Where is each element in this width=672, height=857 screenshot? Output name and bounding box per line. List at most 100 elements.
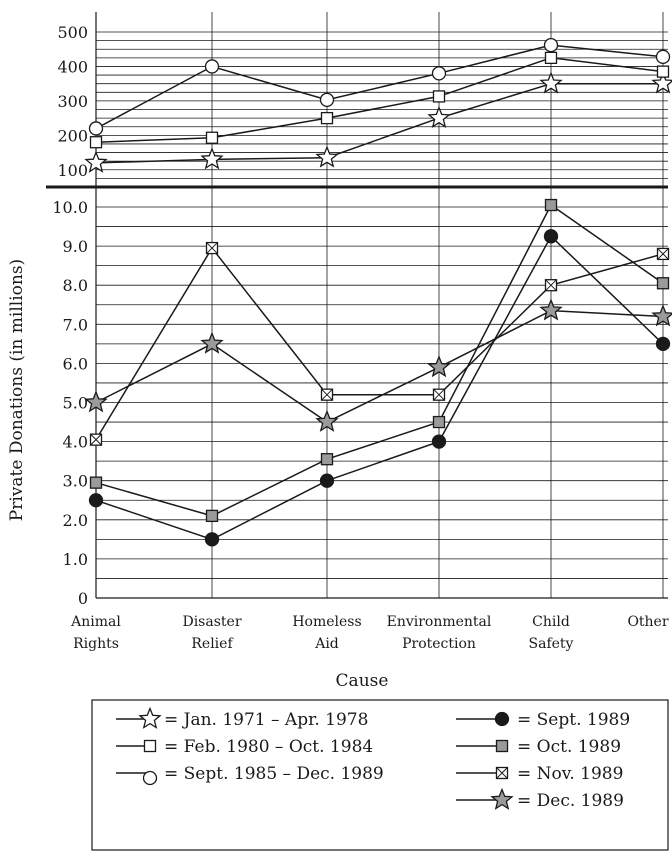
x-tick-label: Rights: [73, 636, 119, 652]
upper-series-0-point: [200, 147, 224, 170]
lower-series-2-point: [544, 279, 558, 292]
y-tick-label-lower: 5.0: [63, 394, 88, 413]
grid-lines: [46, 12, 668, 599]
data-markers: [84, 37, 672, 547]
y-tick-label-lower: 7.0: [63, 315, 88, 334]
lower-series-line-0: [95, 235, 664, 541]
upper-series-1-point: [320, 111, 334, 125]
y-tick-label-lower: 4.0: [63, 433, 88, 452]
legend-marker: [490, 787, 514, 810]
y-tick-label-lower: 9.0: [63, 237, 88, 256]
upper-series-2-point: [655, 49, 671, 64]
x-tick-label: Animal: [70, 614, 121, 630]
x-tick-label: Disaster: [182, 614, 241, 630]
y-tick-label-lower: 1.0: [63, 550, 88, 569]
upper-series-1-point: [89, 136, 103, 149]
lower-series-3-point: [539, 298, 563, 321]
legend-marker: [494, 711, 510, 727]
lower-series-2-point: [320, 388, 334, 401]
upper-series-0-point: [315, 145, 339, 168]
lower-series-2-point-cross-b: [206, 242, 218, 254]
y-tick-label-upper: 200: [57, 126, 88, 145]
lower-series-0-point: [319, 473, 335, 488]
lower-series-3-point: [651, 304, 672, 327]
lower-series-2-point-cross-b: [657, 248, 669, 260]
legend-label: = Nov. 1989: [517, 764, 623, 784]
legend-marker: [142, 770, 158, 786]
lower-series-1-point: [89, 476, 103, 489]
lower-series-3-point: [84, 390, 108, 413]
y-tick-label-lower: 10.0: [52, 198, 88, 217]
legend-label: = Sept. 1989: [517, 710, 630, 730]
lower-series-2-point: [205, 241, 219, 255]
lower-series-1-point: [544, 198, 558, 212]
upper-series-2-point: [88, 121, 104, 136]
lower-series-2-point: [656, 247, 670, 261]
lower-series-3-point: [315, 409, 339, 432]
lower-series-1-point: [432, 415, 446, 429]
lower-series-1-point: [205, 509, 219, 523]
upper-series-0-point: [84, 150, 108, 173]
lower-series-1-point: [656, 277, 670, 290]
y-tick-label-lower: 8.0: [63, 276, 88, 295]
upper-series-1-point: [205, 131, 219, 144]
lower-series-3-point: [427, 355, 451, 378]
x-tick-label: Safety: [529, 636, 574, 652]
upper-series-1-point: [544, 51, 558, 64]
x-tick-label: Relief: [191, 636, 234, 652]
upper-series-2-point: [431, 66, 447, 81]
legend-marker: [495, 766, 509, 780]
upper-series-line-1: [95, 57, 664, 143]
legend-label: = Dec. 1989: [517, 791, 624, 811]
lower-series-0-point: [88, 493, 104, 508]
x-tick-label: Aid: [314, 636, 339, 652]
x-tick-label: Environmental: [387, 614, 492, 630]
legend-label: = Oct. 1989: [517, 737, 621, 757]
y-tick-label-upper: 100: [57, 161, 88, 180]
lower-series-0-point: [431, 434, 447, 449]
lower-series-0-point: [655, 336, 671, 352]
y-tick-label-lower: 6.0: [63, 354, 88, 373]
x-axis-label: Cause: [336, 671, 389, 691]
upper-series-1-point: [432, 90, 446, 103]
upper-series-0-point: [539, 71, 563, 94]
lower-series-2-point: [89, 433, 103, 446]
y-tick-label-upper: 400: [57, 57, 88, 76]
y-tick-label-lower: 3.0: [63, 472, 88, 491]
upper-series-2-point: [204, 59, 220, 74]
series-lines: [95, 44, 664, 541]
legend-label: = Feb. 1980 – Oct. 1984: [164, 737, 373, 757]
legend-marker: [138, 706, 162, 729]
tick-labels: 100 200 300 400 500 0 1.0 2.0 3.0 4.0 5.0 6.0 7.0 8.0…: [52, 23, 668, 652]
upper-series-2-point: [543, 37, 559, 53]
legend-label: = Sept. 1985 – Dec. 1989: [164, 764, 384, 784]
legend-label: = Jan. 1971 – Apr. 1978: [164, 710, 368, 730]
x-tick-label: Child: [532, 614, 570, 630]
upper-series-1-point: [656, 65, 670, 78]
legend-marker: [495, 739, 509, 753]
y-tick-label-upper: 500: [57, 23, 88, 42]
upper-series-line-0: [95, 82, 663, 164]
y-tick-label-lower: 0: [78, 589, 88, 608]
y-tick-label-upper: 300: [57, 92, 88, 111]
lower-series-line-3: [95, 309, 664, 423]
y-axis-label: Private Donations (in millions): [7, 259, 27, 521]
upper-series-0-point: [651, 71, 672, 94]
x-tick-label: Other: [627, 614, 668, 630]
legend-marker: [143, 739, 157, 753]
x-tick-label: Protection: [402, 636, 476, 652]
lower-series-line-1: [95, 203, 664, 517]
legend-marker-cross-b: [496, 767, 508, 779]
lower-series-2-point-cross-b: [433, 388, 445, 401]
lower-series-1-point: [320, 453, 334, 466]
lower-series-2-point-cross-b: [90, 433, 102, 446]
lower-series-2-point-cross-b: [545, 279, 557, 292]
legend-box: [91, 699, 669, 851]
lower-series-2-point: [432, 388, 446, 401]
lower-series-3-point: [200, 331, 224, 354]
upper-series-0-point: [427, 105, 451, 129]
lower-series-0-point: [204, 532, 220, 547]
y-tick-label-lower: 2.0: [63, 511, 88, 530]
